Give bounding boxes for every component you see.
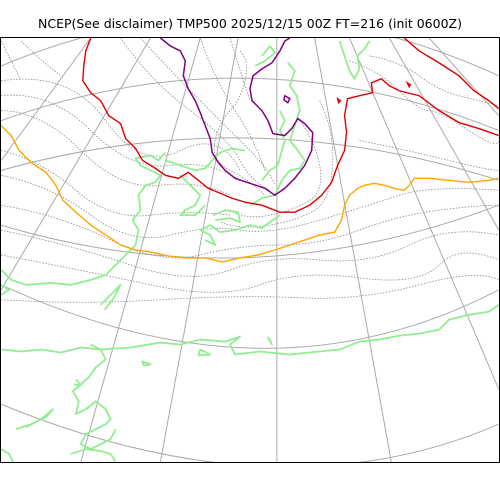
latitude-arc xyxy=(1,403,499,462)
coastline xyxy=(261,110,286,181)
isotherm xyxy=(359,140,499,171)
coastline xyxy=(199,229,217,246)
coastline xyxy=(249,62,306,206)
coastline xyxy=(100,283,122,311)
meridian xyxy=(428,38,499,116)
isotherm xyxy=(213,50,266,196)
isotherm xyxy=(1,275,499,303)
coastline xyxy=(15,408,54,431)
latitude-arc xyxy=(1,38,499,77)
latitude-arc xyxy=(1,77,499,132)
coastline xyxy=(1,448,14,462)
coastline xyxy=(165,147,246,172)
contour-red xyxy=(82,38,499,213)
isotherm xyxy=(1,78,241,171)
coastline xyxy=(179,174,206,217)
isotherm xyxy=(20,40,62,77)
coastline xyxy=(1,304,499,356)
coastline xyxy=(197,348,212,357)
isotherm xyxy=(1,252,499,293)
coastline xyxy=(267,336,273,346)
contour-red-lines xyxy=(82,38,499,213)
latitude-lines xyxy=(1,38,499,462)
isotherm xyxy=(369,55,499,107)
coastline xyxy=(212,209,241,224)
meridian xyxy=(349,38,499,390)
meridian xyxy=(1,38,151,291)
coastline xyxy=(141,360,152,367)
contour-red-small xyxy=(405,80,412,89)
isotherm xyxy=(1,174,499,238)
isotherm xyxy=(349,60,499,145)
meridian xyxy=(159,38,239,462)
map-title: NCEP(See disclaimer) TMP500 2025/12/15 0… xyxy=(38,16,462,31)
coastlines xyxy=(1,40,499,462)
isotherm xyxy=(229,120,322,218)
meridian xyxy=(314,38,392,462)
isotherm xyxy=(1,94,241,181)
isotherm xyxy=(229,38,251,101)
contour-orange xyxy=(1,125,499,263)
coastline xyxy=(338,40,371,80)
longitude-lines xyxy=(1,38,499,462)
coastline xyxy=(73,378,82,387)
isotherm-lines xyxy=(1,38,499,303)
latitude-arc xyxy=(1,284,499,349)
isotherm xyxy=(1,110,231,196)
coastline xyxy=(70,448,117,462)
contour-red-small xyxy=(336,97,342,105)
contour-red xyxy=(403,38,499,110)
latitude-arc xyxy=(1,137,499,181)
coastline xyxy=(199,214,281,233)
isotherm xyxy=(140,38,276,186)
coastline xyxy=(254,45,276,67)
isotherm xyxy=(1,229,499,277)
isotherm xyxy=(1,204,499,259)
contour-purple-small xyxy=(282,94,291,104)
meridian xyxy=(1,38,92,161)
contour-purple xyxy=(159,38,314,197)
map-panel xyxy=(0,37,500,463)
meridian xyxy=(388,38,499,231)
isotherm xyxy=(1,150,231,217)
isotherm xyxy=(1,40,22,81)
temperature-map xyxy=(1,38,499,462)
coastline xyxy=(71,343,117,450)
coastline xyxy=(1,151,167,286)
isotherm xyxy=(199,38,266,171)
coastline xyxy=(1,284,11,296)
